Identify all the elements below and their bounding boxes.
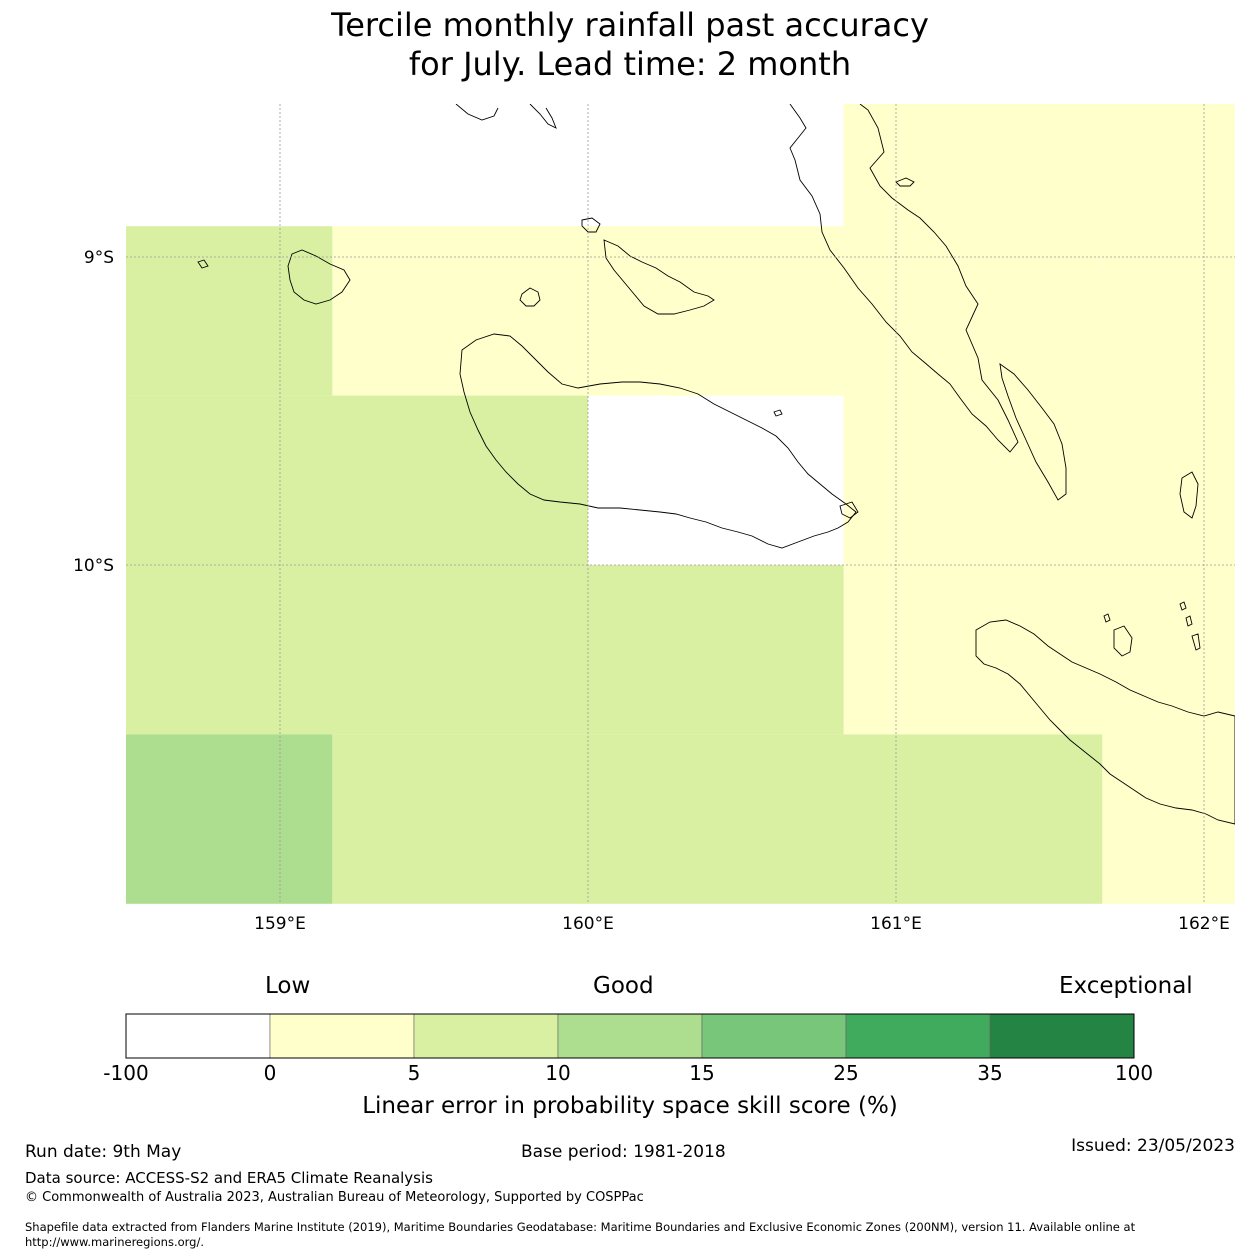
lon-tick-label: 162°E	[1178, 914, 1230, 934]
colorbar-tick-label: 35	[977, 1061, 1003, 1085]
coastline-florida-islands	[603, 239, 715, 315]
colorbar-tick-label: 25	[833, 1061, 859, 1085]
coastline-east-islet-a	[1179, 471, 1199, 519]
run-date: Run date: 9th May	[25, 1142, 182, 1162]
colorbar-bin-5	[845, 1013, 991, 1059]
colorbar-label: Linear error in probability space skill …	[362, 1093, 898, 1119]
skill-cell-8	[126, 734, 333, 904]
coastline-small-islet-east	[999, 363, 1067, 501]
shapefile-credit-line-1: Shapefile data extracted from Flanders M…	[25, 1220, 1136, 1234]
legend-good-label: Good	[593, 973, 654, 999]
colorbar-tick-label: 100	[1114, 1061, 1154, 1085]
lon-tick-label: 160°E	[562, 914, 614, 934]
skill-cell-9	[332, 734, 1103, 904]
coastline-small-islet-west	[197, 259, 209, 269]
colorbar-bin-2	[413, 1013, 559, 1059]
colorbar-tick-label: 15	[689, 1061, 715, 1085]
coastlines	[197, 104, 1235, 825]
map-title-line-1: Tercile monthly rainfall past accuracy	[331, 6, 929, 44]
legend-low-label: Low	[265, 973, 311, 999]
base-period: Base period: 1981-2018	[521, 1142, 726, 1162]
lat-tick-label: 9°S	[84, 248, 114, 268]
colorbar-bin-4	[701, 1013, 847, 1059]
skill-cell-1	[332, 226, 844, 396]
coastline-east-islet-d	[1179, 601, 1187, 611]
coastline-nggela-islet	[581, 217, 601, 233]
map-title-line-2: for July. Lead time: 2 month	[408, 45, 852, 83]
colorbar-tick-label: -100	[103, 1061, 149, 1085]
axis-tick-labels: 159°E 160°E 161°E 162°E 9°S 10°S	[73, 248, 1230, 934]
legend-exceptional-label: Exceptional	[1059, 973, 1193, 999]
coastline-north-islet-a	[455, 104, 499, 121]
skill-cell-5	[843, 395, 1235, 565]
shapefile-credit-line-2: http://www.marineregions.org/.	[25, 1235, 204, 1249]
coastline-east-islet-c	[1103, 613, 1111, 623]
issued-date: Issued: 23/05/2023	[1071, 1136, 1235, 1156]
colorbar-tick-label: 10	[545, 1061, 571, 1085]
coastline-east-islet-b	[1113, 625, 1133, 657]
coastline-marau-islet	[839, 501, 859, 519]
skill-cell-0	[126, 226, 333, 396]
skill-cell-7	[843, 565, 1235, 735]
coastline-north-islet-b	[529, 104, 557, 129]
copyright: © Commonwealth of Australia 2023, Austra…	[25, 1190, 644, 1205]
coastline-makira	[975, 619, 1235, 825]
lon-tick-label: 161°E	[870, 914, 922, 934]
skill-cell-10	[1102, 734, 1235, 904]
data-source: Data source: ACCESS-S2 and ERA5 Climate …	[25, 1169, 433, 1187]
coastline-savo-island	[519, 287, 541, 307]
colorbar-bin-6	[989, 1013, 1135, 1059]
coastline-small-islet-mid	[773, 409, 783, 417]
colorbar-bin-1	[269, 1013, 415, 1059]
graticule	[126, 104, 1235, 904]
coastline-santa-isabel	[789, 104, 1019, 453]
coastline-east-islet-f	[1191, 633, 1201, 651]
skill-cell-4	[126, 395, 588, 565]
colorbar-bin-3	[557, 1013, 703, 1059]
lat-tick-label: 10°S	[73, 556, 114, 576]
colorbar-tick-label: 0	[263, 1061, 277, 1085]
coastline-guadalcanal	[459, 333, 857, 549]
colorbar	[125, 1013, 1135, 1059]
lon-tick-label: 159°E	[254, 914, 306, 934]
colorbar-tick-label: 5	[407, 1061, 421, 1085]
coastline-north-islet-c	[895, 177, 915, 187]
coastline-east-islet-e	[1185, 615, 1193, 627]
colorbar-frame	[125, 1013, 1135, 1059]
skill-score-cells	[126, 104, 1235, 904]
colorbar-bin-0	[125, 1013, 271, 1059]
skill-cell-6	[126, 565, 844, 735]
skill-cell-3	[1102, 104, 1235, 396]
